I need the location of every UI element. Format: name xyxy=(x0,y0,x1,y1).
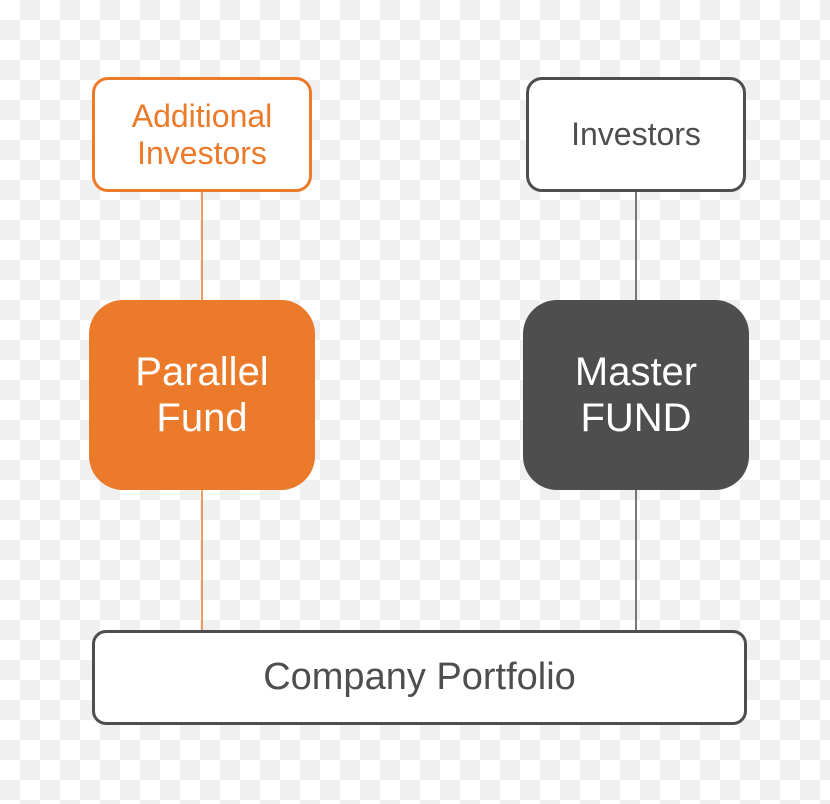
diagram-canvas: Additional Investors Investors Parallel … xyxy=(0,0,830,804)
node-label: Master FUND xyxy=(523,349,749,441)
node-company-portfolio: Company Portfolio xyxy=(92,630,747,725)
node-label: Company Portfolio xyxy=(95,656,744,700)
node-parallel-fund: Parallel Fund xyxy=(89,300,315,490)
node-investors: Investors xyxy=(526,77,746,192)
node-additional-investors: Additional Investors xyxy=(92,77,312,192)
node-label: Additional Investors xyxy=(95,98,309,172)
node-master-fund: Master FUND xyxy=(523,300,749,490)
node-label: Investors xyxy=(529,116,743,153)
node-label: Parallel Fund xyxy=(89,349,315,441)
